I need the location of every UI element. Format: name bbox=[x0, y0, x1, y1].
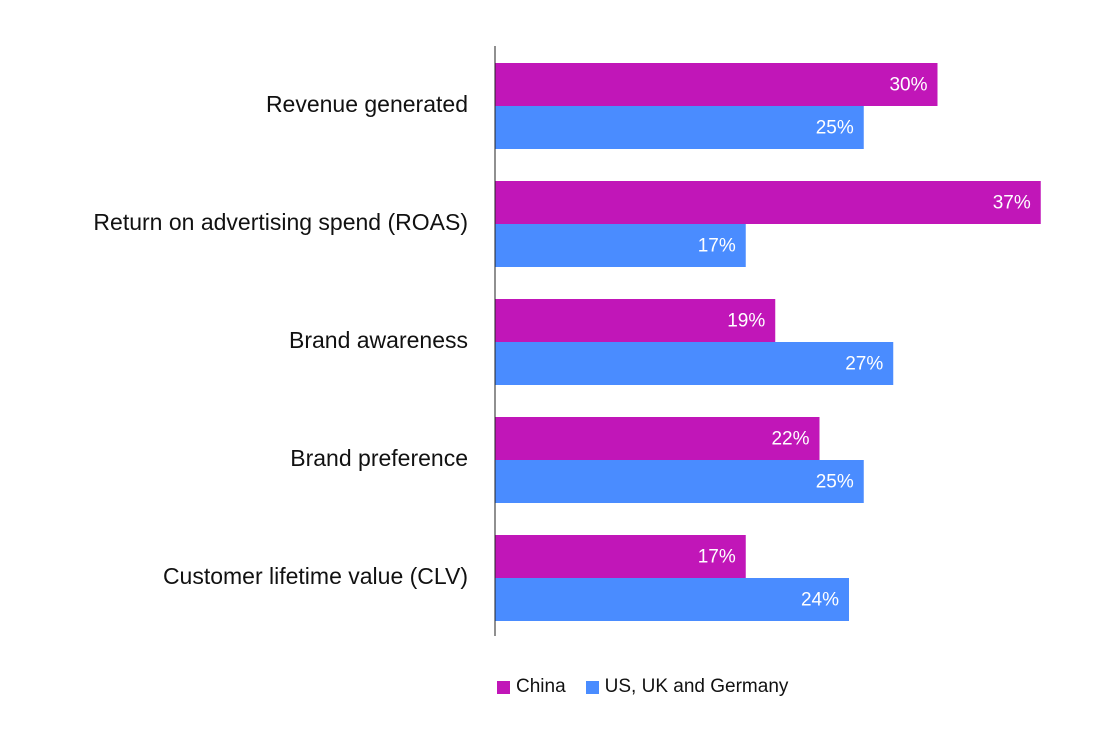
category-label-brand-awareness: Brand awareness bbox=[289, 327, 468, 353]
data-label-china-customer-lifetime-value-clv: 17% bbox=[698, 547, 736, 568]
legend: China US, UK and Germany bbox=[497, 676, 808, 698]
data-label-china-brand-preference: 22% bbox=[771, 429, 809, 450]
bar-us-uk-and-germany-return-on-advertising-spend-roas bbox=[495, 224, 746, 267]
data-label-us-uk-and-germany-revenue-generated: 25% bbox=[816, 118, 854, 139]
category-label-return-on-advertising-spend-roas: Return on advertising spend (ROAS) bbox=[93, 209, 468, 235]
data-label-us-uk-and-germany-return-on-advertising-spend-roas: 17% bbox=[698, 236, 736, 257]
data-label-china-return-on-advertising-spend-roas: 37% bbox=[993, 193, 1031, 214]
legend-label-china: China bbox=[516, 676, 566, 697]
bar-china-brand-preference bbox=[495, 417, 820, 460]
legend-label-us-uk-germany: US, UK and Germany bbox=[604, 676, 789, 697]
legend-item-china: China bbox=[497, 676, 566, 698]
category-label-revenue-generated: Revenue generated bbox=[266, 91, 468, 117]
legend-swatch-china bbox=[497, 680, 510, 694]
bar-us-uk-and-germany-brand-preference bbox=[495, 460, 864, 503]
data-label-china-brand-awareness: 19% bbox=[727, 311, 765, 332]
bar-us-uk-and-germany-customer-lifetime-value-clv bbox=[495, 578, 849, 621]
category-label-customer-lifetime-value-clv: Customer lifetime value (CLV) bbox=[163, 563, 468, 589]
data-label-us-uk-and-germany-customer-lifetime-value-clv: 24% bbox=[801, 590, 839, 611]
bar-china-customer-lifetime-value-clv bbox=[495, 535, 746, 578]
bar-china-revenue-generated bbox=[495, 63, 938, 106]
legend-item-us-uk-germany: US, UK and Germany bbox=[585, 676, 789, 698]
data-label-us-uk-and-germany-brand-awareness: 27% bbox=[845, 354, 883, 375]
bar-us-uk-and-germany-brand-awareness bbox=[495, 342, 894, 385]
data-label-us-uk-and-germany-brand-preference: 25% bbox=[816, 472, 854, 493]
bar-china-return-on-advertising-spend-roas bbox=[495, 181, 1041, 224]
bar-us-uk-and-germany-revenue-generated bbox=[495, 106, 864, 149]
legend-swatch-us-uk-germany bbox=[585, 680, 599, 694]
data-label-china-revenue-generated: 30% bbox=[889, 75, 927, 96]
bar-china-brand-awareness bbox=[495, 299, 776, 342]
category-label-brand-preference: Brand preference bbox=[290, 445, 468, 471]
